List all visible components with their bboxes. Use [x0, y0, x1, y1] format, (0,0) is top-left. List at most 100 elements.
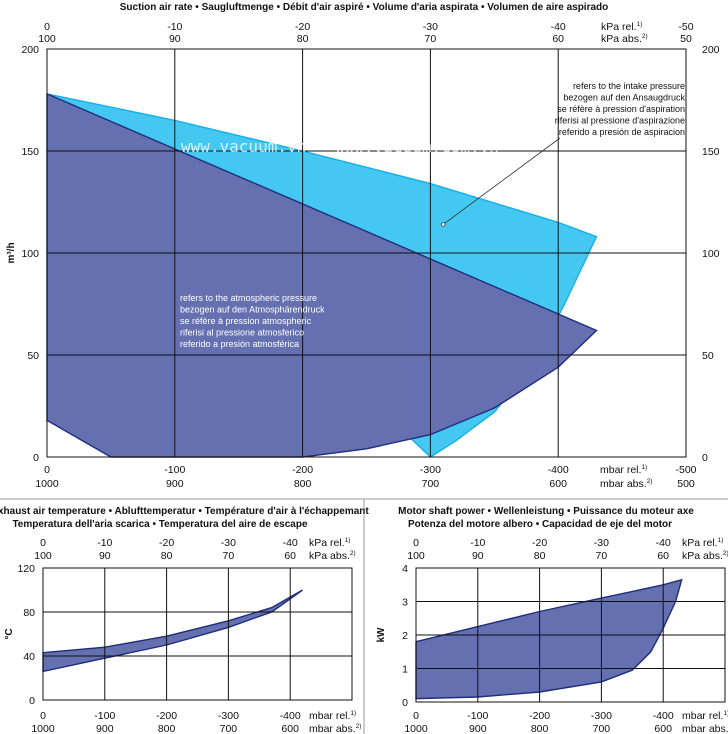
annotation-intake-line: riferisi al pressione d'aspirazione: [555, 116, 685, 126]
bottom-axis-abs-tick-label: 700: [422, 478, 440, 490]
top-axis-abs-tick-label: 100: [407, 550, 425, 562]
annotation-leader-line: [442, 137, 561, 225]
y-axis-label: m³/h: [6, 242, 17, 263]
bottom-axis-abs-tick-label: 1000: [31, 723, 55, 734]
top-axis-unit-rel-note: 1): [718, 537, 724, 544]
top-axis-unit-abs-text: kPa abs.: [601, 33, 642, 45]
bottom-axis-unit-abs: mbar abs.2): [682, 723, 728, 734]
y-tick-label: 1: [402, 664, 408, 676]
top-axis-abs-tick-label: 70: [425, 33, 437, 45]
top-axis-tick-label: 0: [44, 21, 50, 33]
top-axis-tick-label: -20: [159, 537, 174, 549]
top-axis-tick-label: -30: [221, 537, 236, 549]
top-axis-tick-label: -40: [283, 537, 298, 549]
bottom-axis-abs-tick-label: 900: [166, 478, 184, 490]
top-axis-unit-abs-text: kPa abs.: [682, 550, 723, 562]
bottom-axis-abs-tick-label: 800: [158, 723, 176, 734]
y-tick-label: 4: [402, 563, 408, 575]
top-axis-unit-abs: kPa abs.2): [682, 550, 728, 562]
watermark: www.vacuum.vn - www.vacuum.com.vn: [181, 137, 499, 156]
y-tick-label: 0: [402, 697, 408, 709]
bottom-axis-tick-label: -400: [548, 464, 569, 476]
top-axis-tick-label: -50: [678, 21, 693, 33]
top-axis-unit-abs-text: kPa abs.: [309, 550, 350, 562]
bottom-axis-unit-abs-note: 2): [647, 478, 653, 485]
top-axis-tick-label: -30: [423, 21, 438, 33]
bottom-axis-unit-rel-text: mbar rel.: [682, 710, 723, 722]
top-axis-abs-tick-label: 100: [34, 550, 52, 562]
top-axis-unit-rel-note: 1): [345, 537, 351, 544]
annotation-intake-line: referido a presión de aspiracion: [559, 127, 685, 137]
bottom-axis-tick-label: -300: [420, 464, 441, 476]
top-axis-unit-rel: kPa rel.1): [601, 21, 642, 33]
top-axis-tick-label: -30: [594, 537, 609, 549]
bottom-axis-abs-tick-label: 700: [593, 723, 611, 734]
annotation-atmospheric-line: riferisi al pressione atmosferico: [180, 328, 304, 338]
y-tick-label: 2: [402, 630, 408, 642]
bottom-axis-abs-tick-label: 600: [654, 723, 672, 734]
series-area-atmospheric: [47, 93, 597, 458]
bottom-axis-unit-abs-text: mbar abs.: [682, 723, 728, 734]
top-axis-tick-label: 0: [413, 537, 419, 549]
top-axis-abs-tick-label: 90: [472, 550, 484, 562]
top-axis-unit-rel-text: kPa rel.: [309, 537, 345, 549]
top-axis-abs-tick-label: 80: [297, 33, 309, 45]
top-axis-unit-abs-note: 2): [723, 550, 728, 557]
y-tick-label: 40: [23, 651, 35, 663]
bottom-axis-unit-rel-text: mbar rel.: [309, 710, 350, 722]
top-axis-abs-tick-label: 60: [657, 550, 669, 562]
bottom-axis-unit-rel: mbar rel.1): [682, 710, 728, 722]
plot-frame: [42, 567, 353, 701]
bottom-axis-tick-label: -400: [280, 710, 301, 722]
top-axis-abs-tick-label: 100: [38, 33, 56, 45]
bottom-axis-tick-label: -100: [164, 464, 185, 476]
series-outline-atmospheric: [46, 93, 598, 458]
y-tick-label: 100: [21, 248, 39, 260]
y-tick-label: 200: [21, 44, 39, 56]
top-axis-unit-rel: kPa rel.1): [309, 537, 350, 549]
bottom-axis-unit-rel-note: 1): [350, 710, 356, 717]
bottom-axis-unit-abs-note: 2): [356, 723, 362, 730]
top-axis-tick-label: -10: [97, 537, 112, 549]
bottom-axis-unit-abs: mbar abs.2): [600, 478, 652, 490]
chart-title: Motor shaft power • Wellenleistung • Pui…: [398, 506, 694, 517]
y-tick-label: 0: [29, 695, 35, 707]
top-axis-unit-rel-text: kPa rel.: [682, 537, 718, 549]
bottom-axis-unit-rel-note: 1): [641, 464, 647, 471]
y-tick-label: 120: [17, 563, 35, 575]
y-tick-label-right: 100: [702, 248, 720, 260]
bottom-axis-unit-rel: mbar rel.1): [600, 464, 647, 476]
bottom-axis-tick-label: 0: [413, 710, 419, 722]
bottom-axis-tick-label: -200: [529, 710, 550, 722]
annotation-atmospheric-line: se réfère à pression atmospheric: [180, 316, 312, 326]
annotation-point: [440, 222, 446, 227]
top-axis-abs-tick-label: 70: [596, 550, 608, 562]
bottom-axis-unit-rel-note: 1): [723, 710, 728, 717]
bottom-axis-tick-label: 0: [44, 464, 50, 476]
annotation-intake-line: bezogen auf den Ansaugdruck: [563, 93, 685, 103]
plot-frame: [415, 567, 726, 703]
top-axis-abs-tick-label: 90: [99, 550, 111, 562]
bottom-axis-abs-tick-label: 900: [469, 723, 487, 734]
top-axis-abs-tick-label: 70: [223, 550, 235, 562]
bottom-axis-tick-label: -200: [292, 464, 313, 476]
y-tick-label: 150: [21, 146, 39, 158]
top-axis-tick-label: -10: [470, 537, 485, 549]
y-tick-label-right: 150: [702, 146, 720, 158]
top-axis-abs-tick-label: 50: [680, 33, 692, 45]
series-outline-intake: [46, 93, 598, 458]
y-tick-label: 3: [402, 597, 408, 609]
bottom-axis-abs-tick-label: 700: [220, 723, 238, 734]
chart-title: Suction air rate • Saugluftmenge • Débit…: [120, 2, 609, 13]
top-axis-tick-label: 0: [40, 537, 46, 549]
y-axis-label: °C: [4, 628, 15, 639]
top-axis-tick-label: -10: [167, 21, 182, 33]
top-axis-tick-label: -40: [656, 537, 671, 549]
bottom-axis-tick-label: -300: [591, 710, 612, 722]
bottom-axis-tick-label: 0: [40, 710, 46, 722]
chart-title: Exhaust air temperature • Ablufttemperat…: [0, 506, 369, 517]
series-outline-temperature: [42, 589, 304, 673]
top-axis-unit-abs-note: 2): [350, 550, 356, 557]
annotation-atmospheric-line: referido a presión atmosférica: [180, 339, 299, 349]
